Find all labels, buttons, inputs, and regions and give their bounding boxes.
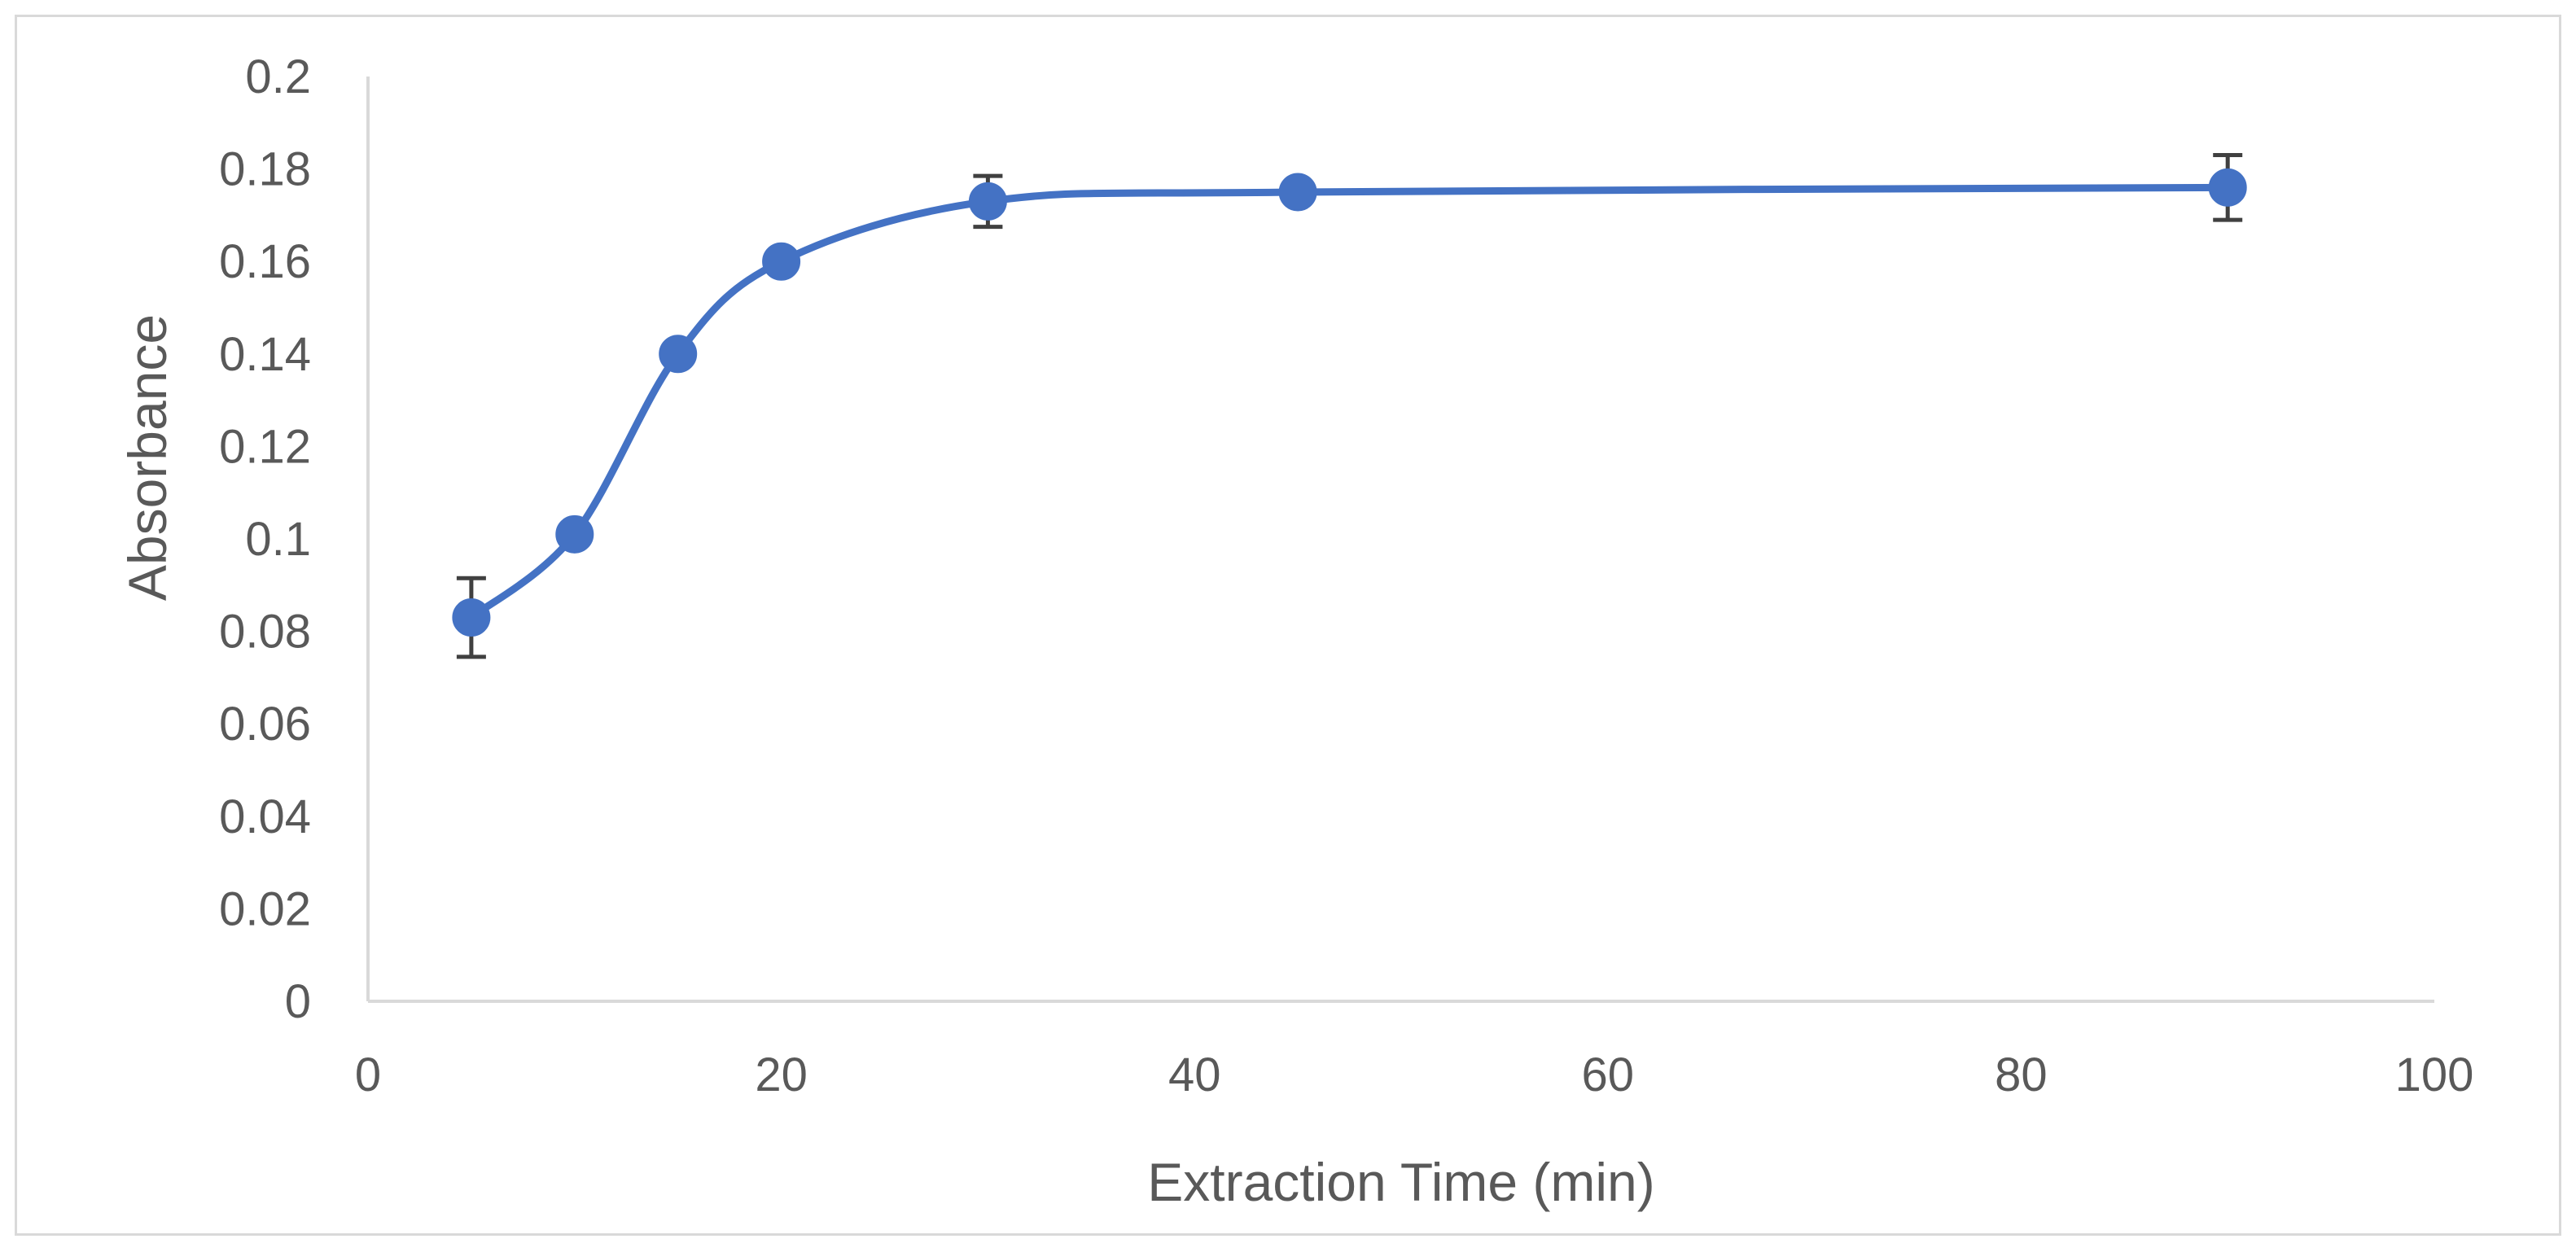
x-tick-label: 80 <box>1995 1048 2048 1101</box>
y-tick-label: 0.18 <box>219 143 311 196</box>
x-axis-title: Extraction Time (min) <box>1147 1152 1654 1212</box>
y-tick-label: 0.14 <box>219 328 311 381</box>
x-axis-tick-labels: 0 20 40 60 80 100 <box>355 1048 2474 1101</box>
y-tick-label: 0.08 <box>219 606 311 659</box>
y-tick-label: 0 <box>285 975 311 1028</box>
data-point <box>452 598 491 637</box>
y-axis-title: Absorbance <box>117 314 177 601</box>
y-tick-label: 0.04 <box>219 790 311 843</box>
data-point <box>555 514 594 554</box>
x-tick-label: 60 <box>1582 1048 1635 1101</box>
y-tick-label: 0.2 <box>245 50 311 103</box>
chart-area <box>15 15 2561 1236</box>
series-line <box>467 183 2232 622</box>
data-point <box>2208 168 2247 207</box>
x-tick-label: 20 <box>755 1048 808 1101</box>
series-layer <box>452 153 2247 659</box>
y-tick-label: 0.1 <box>245 513 311 566</box>
y-tick-label: 0.12 <box>219 420 311 473</box>
y-tick-label: 0.06 <box>219 698 311 751</box>
y-axis-tick-labels: 0 0.02 0.04 0.06 0.08 0.1 0.12 0.14 0.16 0.18 0.2 <box>219 50 311 1028</box>
data-point <box>1278 173 1317 212</box>
data-point <box>762 242 801 281</box>
y-tick-label: 0.16 <box>219 235 311 288</box>
x-tick-label: 0 <box>355 1048 381 1101</box>
y-tick-label: 0.02 <box>219 882 311 935</box>
x-tick-label: 100 <box>2395 1048 2474 1101</box>
data-point <box>659 335 698 374</box>
data-point <box>968 182 1007 221</box>
x-tick-label: 40 <box>1168 1048 1221 1101</box>
